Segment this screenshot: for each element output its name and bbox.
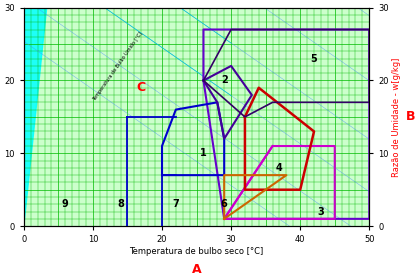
Text: 5: 5 — [311, 54, 317, 64]
Text: 8: 8 — [117, 199, 124, 209]
Polygon shape — [24, 0, 231, 226]
Text: 6: 6 — [221, 199, 228, 209]
Text: C: C — [137, 81, 146, 94]
Text: 1: 1 — [200, 148, 207, 158]
Text: A: A — [192, 263, 201, 276]
Polygon shape — [24, 8, 369, 226]
Text: 7: 7 — [173, 199, 179, 209]
Y-axis label: Razão de Umidade - w[g/kg]: Razão de Umidade - w[g/kg] — [392, 57, 401, 177]
X-axis label: Temperatura de bulbo seco [°C]: Temperatura de bulbo seco [°C] — [129, 247, 264, 256]
Text: 9: 9 — [62, 199, 69, 209]
Text: 2: 2 — [221, 76, 228, 85]
Text: 4: 4 — [276, 163, 283, 173]
Text: B: B — [406, 110, 415, 123]
Text: Temperatura de Bulbo Úmido [°C]: Temperatura de Bulbo Úmido [°C] — [91, 31, 143, 102]
Text: 3: 3 — [318, 207, 324, 216]
